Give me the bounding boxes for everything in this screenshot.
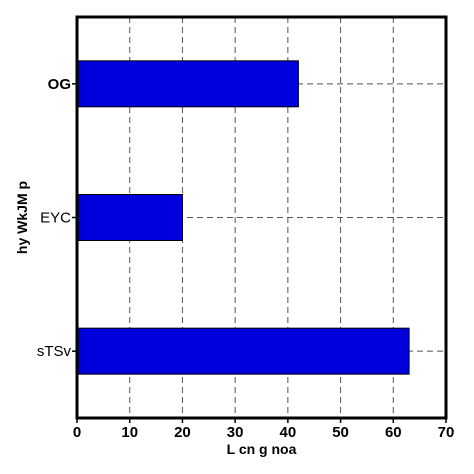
- bar-EYC: [76, 194, 183, 241]
- x-tick-label: 50: [332, 424, 349, 441]
- x-tick-label: 10: [121, 424, 138, 441]
- bar-group: [76, 60, 410, 375]
- y-axis: OG EYC sTSv: [37, 76, 77, 360]
- y-tick-label: sTSv: [37, 343, 72, 360]
- x-tick-label: 30: [227, 424, 244, 441]
- x-tick-label: 0: [73, 424, 81, 441]
- x-axis-title: L cn g noa: [227, 441, 297, 457]
- bar-sTSv: [76, 327, 410, 375]
- bar-OG: [76, 60, 299, 108]
- x-tick-label: 60: [385, 424, 402, 441]
- x-axis: 0 10 20 30 40 50 60 70: [73, 418, 455, 441]
- x-tick-label: 20: [174, 424, 191, 441]
- y-tick-label: OG: [48, 76, 71, 93]
- y-axis-title: hy WkJM p: [14, 181, 30, 254]
- y-tick-label: EYC: [40, 210, 71, 227]
- x-tick-label: 70: [438, 424, 455, 441]
- x-tick-label: 40: [280, 424, 297, 441]
